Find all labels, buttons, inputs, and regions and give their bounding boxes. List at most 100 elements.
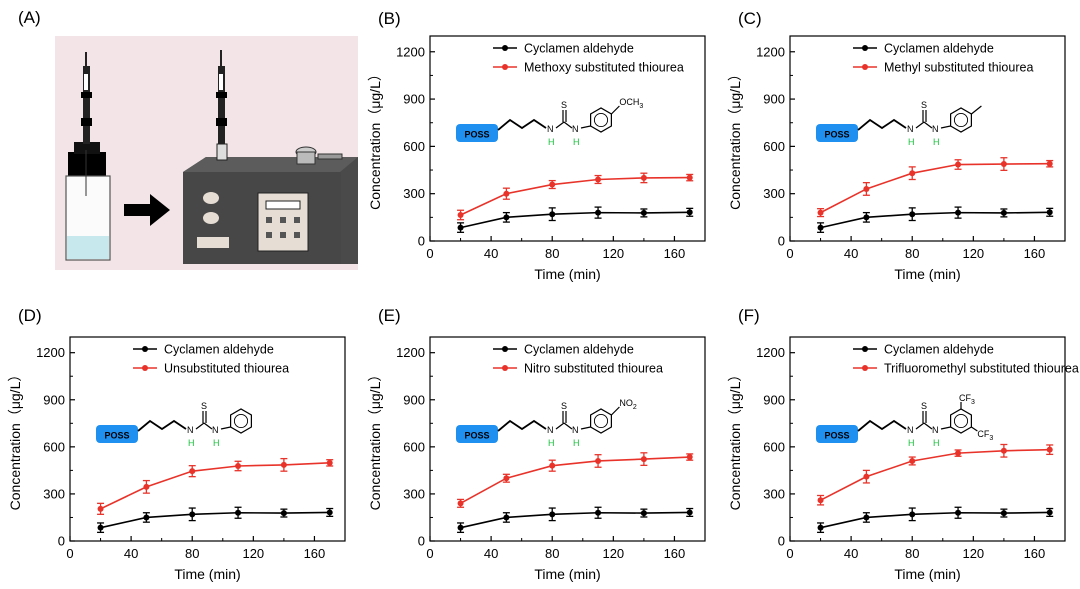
data-point [686, 509, 693, 516]
data-point [909, 457, 916, 464]
nitrogen-atom: N [187, 425, 194, 435]
legend-marker [142, 346, 148, 352]
headspace-schematic [55, 36, 358, 270]
bond [610, 105, 620, 115]
alkyl-chain [857, 419, 907, 432]
data-point [817, 524, 824, 531]
data-point [189, 511, 196, 518]
chart-svg: (D) 0 40 80 120 160 0 300 600 900 1200 Time (min) Co… [7, 306, 346, 582]
methyl-bond [971, 105, 982, 115]
data-point [1046, 509, 1053, 516]
data-point [955, 509, 962, 516]
chart-svg: (E) 0 40 80 120 160 0 300 600 900 1200 Time (min) Co… [367, 306, 706, 582]
y-tick-label: 0 [418, 534, 425, 549]
x-tick-label: 40 [844, 246, 858, 261]
series-substituted-thiourea [817, 157, 1054, 218]
panel-a: (A) [0, 0, 360, 280]
plot-frame [789, 35, 1066, 242]
data-point [457, 524, 464, 531]
bond [580, 426, 591, 430]
series-substituted-thiourea [457, 172, 694, 221]
sulfur-atom: S [561, 100, 567, 110]
x-tick-label: 120 [962, 546, 984, 561]
bond [580, 125, 591, 129]
nitrogen-atom: N [547, 425, 554, 435]
x-tick-label: 120 [242, 546, 264, 561]
data-point [595, 457, 602, 464]
legend-marker [142, 365, 148, 371]
hydrogen-atom: H [933, 137, 940, 147]
chart-panel-c: (C) 0 40 80 120 160 0 300 600 900 1200 Time (min) Co… [720, 0, 1080, 295]
y-axis-label: Concentration（μg/L） [727, 67, 743, 210]
chart-svg: (B) 0 40 80 120 160 0 300 600 900 1200 Time (min) Co… [367, 9, 706, 282]
data-point [235, 462, 242, 469]
x-tick-label: 0 [426, 246, 433, 261]
y-tick-label: 0 [418, 234, 425, 249]
alkyl-chain [857, 118, 907, 131]
legend-marker [502, 45, 508, 51]
legend-label: Cyclamen aldehyde [164, 343, 274, 357]
series-substituted-thiourea [817, 443, 1054, 506]
x-axis-label: Time (min) [894, 266, 960, 282]
poss-box [456, 124, 498, 142]
data-point [686, 209, 693, 216]
series-cyclamen-aldehyde [97, 506, 334, 534]
y-tick-label: 900 [403, 92, 425, 107]
legend-label: Nitro substituted thiourea [524, 362, 663, 376]
hydrogen-atom: H [573, 137, 580, 147]
x-tick-label: 120 [962, 246, 984, 261]
data-point [595, 176, 602, 183]
y-axis-label: Concentration（μg/L） [727, 368, 743, 511]
legend-label: Cyclamen aldehyde [884, 42, 994, 56]
legend-label: Cyclamen aldehyde [884, 343, 994, 357]
data-point [595, 509, 602, 516]
panel-label: (D) [18, 306, 42, 325]
hydrogen-atom: H [213, 438, 220, 448]
hydrogen-atom: H [188, 438, 195, 448]
chart-panel-d: (D) 0 40 80 120 160 0 300 600 900 1200 Time (min) Co… [0, 295, 360, 589]
panel-label: (C) [738, 9, 762, 28]
x-tick-label: 0 [786, 546, 793, 561]
data-point [1000, 447, 1007, 454]
poss-box [816, 425, 858, 443]
data-point [640, 456, 647, 463]
y-tick-label: 1200 [396, 345, 425, 360]
legend-label: Methoxy substituted thiourea [524, 61, 684, 75]
data-point [863, 514, 870, 521]
x-axis-label: Time (min) [174, 566, 240, 582]
legend-marker [502, 64, 508, 70]
series-line [460, 456, 690, 505]
series-substituted-thiourea [457, 452, 694, 508]
x-tick-label: 40 [124, 546, 138, 561]
nitrogen-atom: N [572, 124, 579, 134]
hydrogen-atom: H [908, 137, 915, 147]
bond [940, 125, 951, 129]
poss-label: POSS [464, 130, 489, 140]
data-point [549, 462, 556, 469]
aromatic-circle [593, 112, 609, 128]
substituent-subscript: 2 [633, 404, 637, 411]
y-tick-label: 600 [763, 139, 785, 154]
data-point [457, 500, 464, 507]
poss-box [816, 124, 858, 142]
bond [915, 121, 925, 129]
series-cyclamen-aldehyde [817, 506, 1054, 534]
data-point [97, 505, 104, 512]
alkyl-chain [137, 419, 187, 432]
y-tick-label: 300 [403, 186, 425, 201]
data-point [549, 511, 556, 518]
bond [610, 406, 620, 416]
x-tick-label: 120 [602, 246, 624, 261]
poss-label: POSS [464, 431, 489, 441]
data-point [640, 209, 647, 216]
legend-label: Cyclamen aldehyde [524, 343, 634, 357]
bond [971, 426, 978, 432]
legend-marker [862, 365, 868, 371]
panel-a-label: (A) [18, 8, 41, 27]
aromatic-circle [953, 112, 969, 128]
substituent-subscript: 3 [971, 399, 975, 406]
data-point [863, 214, 870, 221]
data-point [1000, 510, 1007, 517]
